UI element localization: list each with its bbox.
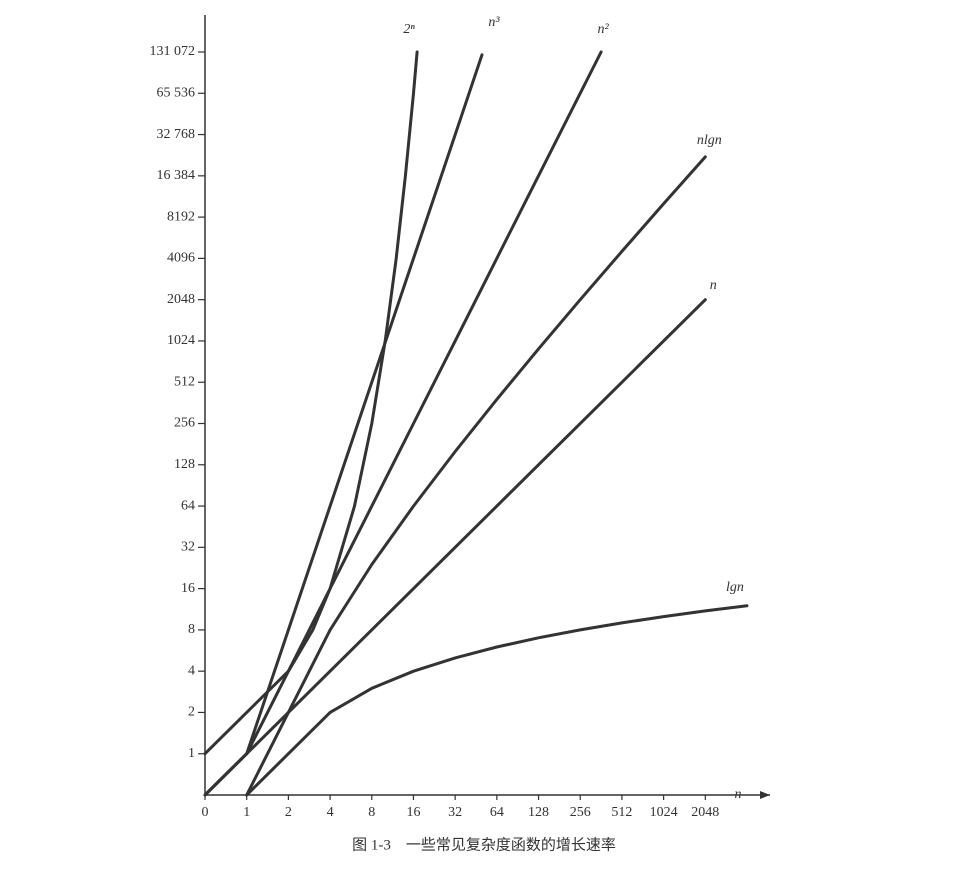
x-tick-label: 128 — [528, 805, 549, 820]
series-label: lgn — [726, 580, 744, 595]
series-label: 2ⁿ — [403, 22, 415, 37]
series-label: n³ — [488, 15, 500, 30]
x-tick-label: 1 — [243, 805, 250, 820]
series-label: n — [710, 278, 717, 293]
y-tick-label: 32 — [181, 540, 195, 555]
y-tick-label: 2048 — [167, 292, 195, 307]
x-tick-label: 0 — [202, 805, 209, 820]
y-tick-label: 8192 — [167, 209, 195, 224]
y-tick-label: 16 — [181, 581, 195, 596]
x-tick-label: 512 — [611, 805, 632, 820]
y-tick-label: 8 — [188, 622, 195, 637]
x-tick-label: 32 — [448, 805, 462, 820]
x-tick-label: 64 — [490, 805, 504, 820]
y-tick-label: 1024 — [167, 333, 195, 348]
curve — [203, 298, 707, 797]
y-tick-label: 1 — [188, 746, 195, 761]
x-tick-label: 2048 — [691, 805, 719, 820]
y-tick-label: 64 — [181, 498, 195, 513]
y-tick-label: 4096 — [167, 251, 195, 266]
x-tick-label: 256 — [570, 805, 591, 820]
x-tick-label: 1024 — [650, 805, 678, 820]
x-axis-arrow — [760, 791, 770, 799]
curve — [203, 50, 603, 797]
y-tick-label: 16 384 — [157, 168, 196, 183]
series-label: n² — [597, 22, 609, 37]
y-tick-label: 512 — [174, 374, 195, 389]
x-tick-label: 16 — [406, 805, 420, 820]
y-tick-label: 131 072 — [150, 44, 196, 59]
curve — [203, 53, 484, 797]
curve — [203, 50, 419, 756]
x-tick-label: 4 — [327, 805, 334, 820]
series-label: nlgn — [697, 133, 722, 148]
x-tick-label: 8 — [368, 805, 375, 820]
y-tick-label: 256 — [174, 416, 195, 431]
caption: 图 1-3 一些常见复杂度函数的增长速率 — [352, 835, 616, 853]
y-tick-label: 32 768 — [157, 127, 196, 142]
curve — [245, 604, 749, 797]
y-tick-label: 2 — [188, 705, 195, 720]
y-tick-label: 65 536 — [157, 85, 196, 100]
y-tick-label: 4 — [188, 663, 195, 678]
x-axis-label: n — [735, 787, 742, 802]
curve — [245, 155, 707, 797]
y-tick-label: 128 — [174, 457, 195, 472]
x-tick-label: 2 — [285, 805, 292, 820]
